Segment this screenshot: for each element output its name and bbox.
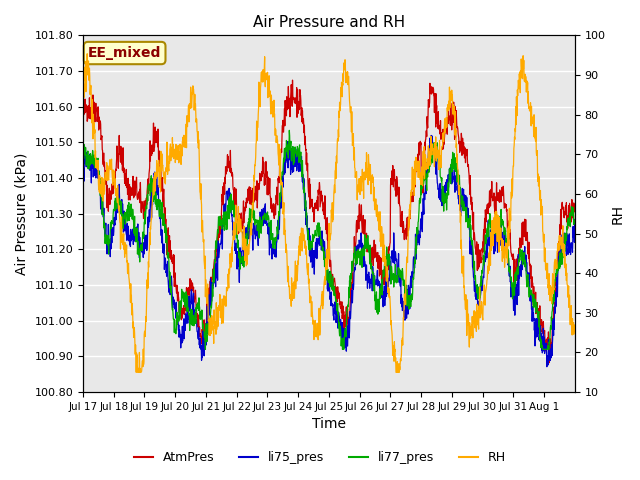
AtmPres	[156, 164, 164, 170]
li75_pres	[79, 157, 87, 163]
li75_pres	[571, 216, 579, 222]
li75_pres	[516, 270, 524, 276]
AtmPres	[289, 77, 296, 83]
li77_pres	[316, 232, 324, 238]
li75_pres	[565, 249, 573, 254]
AtmPres	[316, 184, 324, 190]
li77_pres	[571, 217, 579, 223]
Title: Air Pressure and RH: Air Pressure and RH	[253, 15, 405, 30]
X-axis label: Time: Time	[312, 418, 346, 432]
RH	[79, 83, 87, 89]
AtmPres	[571, 209, 579, 215]
RH	[83, 51, 91, 57]
li75_pres	[445, 184, 452, 190]
li77_pres	[79, 153, 87, 158]
RH	[517, 75, 525, 81]
RH	[132, 370, 140, 375]
AtmPres	[516, 240, 524, 246]
Line: li75_pres: li75_pres	[83, 135, 575, 367]
RH	[157, 189, 164, 195]
li77_pres	[285, 128, 293, 133]
Line: RH: RH	[83, 54, 575, 372]
AtmPres	[307, 194, 314, 200]
RH	[571, 322, 579, 328]
li77_pres	[565, 223, 573, 228]
RH	[445, 98, 452, 104]
li75_pres	[543, 364, 550, 370]
Line: li77_pres: li77_pres	[83, 131, 575, 349]
li75_pres	[156, 214, 164, 219]
Text: EE_mixed: EE_mixed	[88, 46, 161, 60]
AtmPres	[79, 112, 87, 118]
Legend: AtmPres, li75_pres, li77_pres, RH: AtmPres, li75_pres, li77_pres, RH	[129, 446, 511, 469]
Line: AtmPres: AtmPres	[83, 80, 575, 363]
li77_pres	[202, 347, 209, 352]
AtmPres	[545, 360, 553, 366]
RH	[565, 305, 573, 311]
li77_pres	[307, 247, 315, 253]
Y-axis label: RH: RH	[611, 204, 625, 224]
li75_pres	[428, 132, 435, 138]
li75_pres	[307, 245, 314, 251]
li77_pres	[445, 180, 452, 186]
li75_pres	[316, 242, 323, 248]
RH	[307, 294, 315, 300]
Y-axis label: Air Pressure (kPa): Air Pressure (kPa)	[15, 153, 29, 275]
li77_pres	[517, 248, 525, 253]
RH	[316, 328, 324, 334]
AtmPres	[445, 107, 452, 113]
li77_pres	[156, 197, 164, 203]
AtmPres	[565, 209, 573, 215]
